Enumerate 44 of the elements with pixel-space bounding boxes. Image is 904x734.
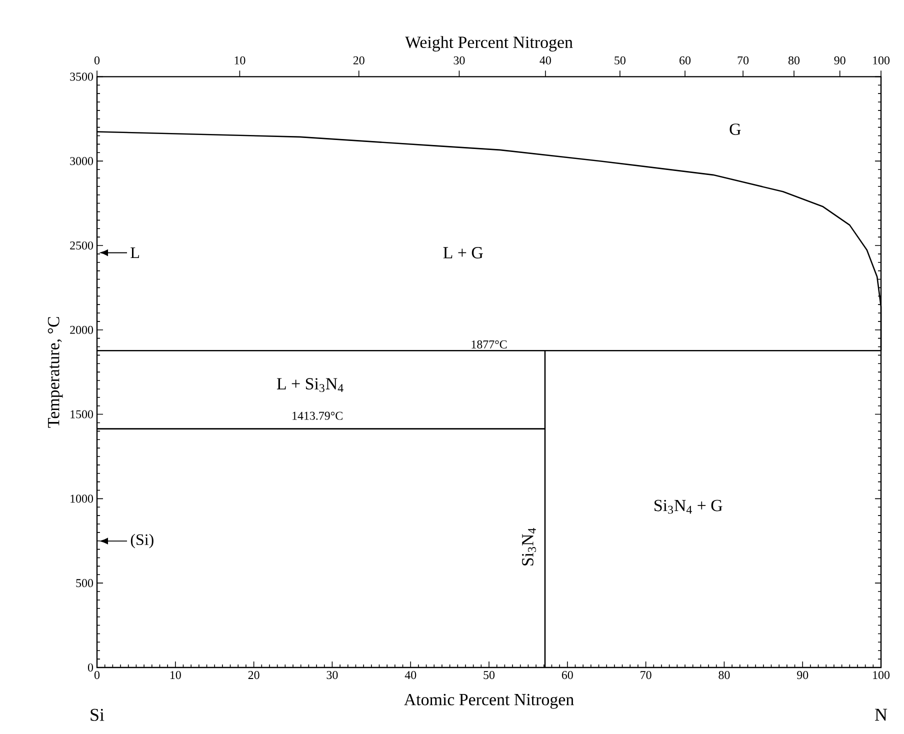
x-tick-label: 100 [873,671,890,680]
text: 60 [680,56,691,64]
x-tick-label: 0 [94,671,100,680]
text: 80 [788,56,800,64]
x-axis-title: Atomic Percent Nitrogen [404,694,574,709]
text: Weight Percent Nitrogen [405,36,573,52]
y-tick-label: 3000 [70,157,94,166]
y-tick-label: 0 [88,663,94,672]
text: 70 [738,56,749,64]
annotation: (Si) [130,534,154,548]
text: 30 [454,56,465,64]
x-tick-label: 30 [326,671,338,680]
annotation: L + G [443,247,483,258]
x-tick-label: 50 [484,671,495,680]
text: 10 [234,56,246,64]
annotation: L + Si$_{3}$N$_{4}$ [276,378,344,392]
y-tick-label: 500 [76,579,94,588]
x-tick-label: 70 [640,671,652,680]
x-tick-label: 40 [404,671,416,680]
x-tick-label: 80 [718,671,730,680]
text: 50 [614,56,626,64]
x-tick-label: 10 [170,671,181,680]
y-tick-label: 1500 [70,410,94,418]
y-tick-label: 2000 [70,326,94,334]
x-tick-label: 60 [562,671,573,680]
text: 40 [540,56,551,64]
x-tick-label: 90 [797,671,808,680]
text: Si [90,708,104,721]
annotation: G [730,124,741,135]
annotation: 1413.79°C [292,412,342,420]
y-tick-label: 1000 [70,494,94,503]
text: 0 [94,56,100,64]
annotation: L [130,248,139,258]
annotation: Si$_{3}$N$_{4}$ [522,528,536,566]
text: 100 [873,56,890,64]
text: 20 [353,56,364,64]
y-axis-title: Temperature, °C [48,317,63,428]
ref-line-label: 1877°C [472,340,507,348]
annotation: Si$_{3}$N$_{4}$ + G [654,500,722,514]
y-tick-label: 3500 [70,72,94,81]
text: 90 [834,56,846,64]
y-tick-label: 2500 [70,241,94,250]
text: N [875,708,888,721]
x-tick-label: 20 [248,671,260,680]
